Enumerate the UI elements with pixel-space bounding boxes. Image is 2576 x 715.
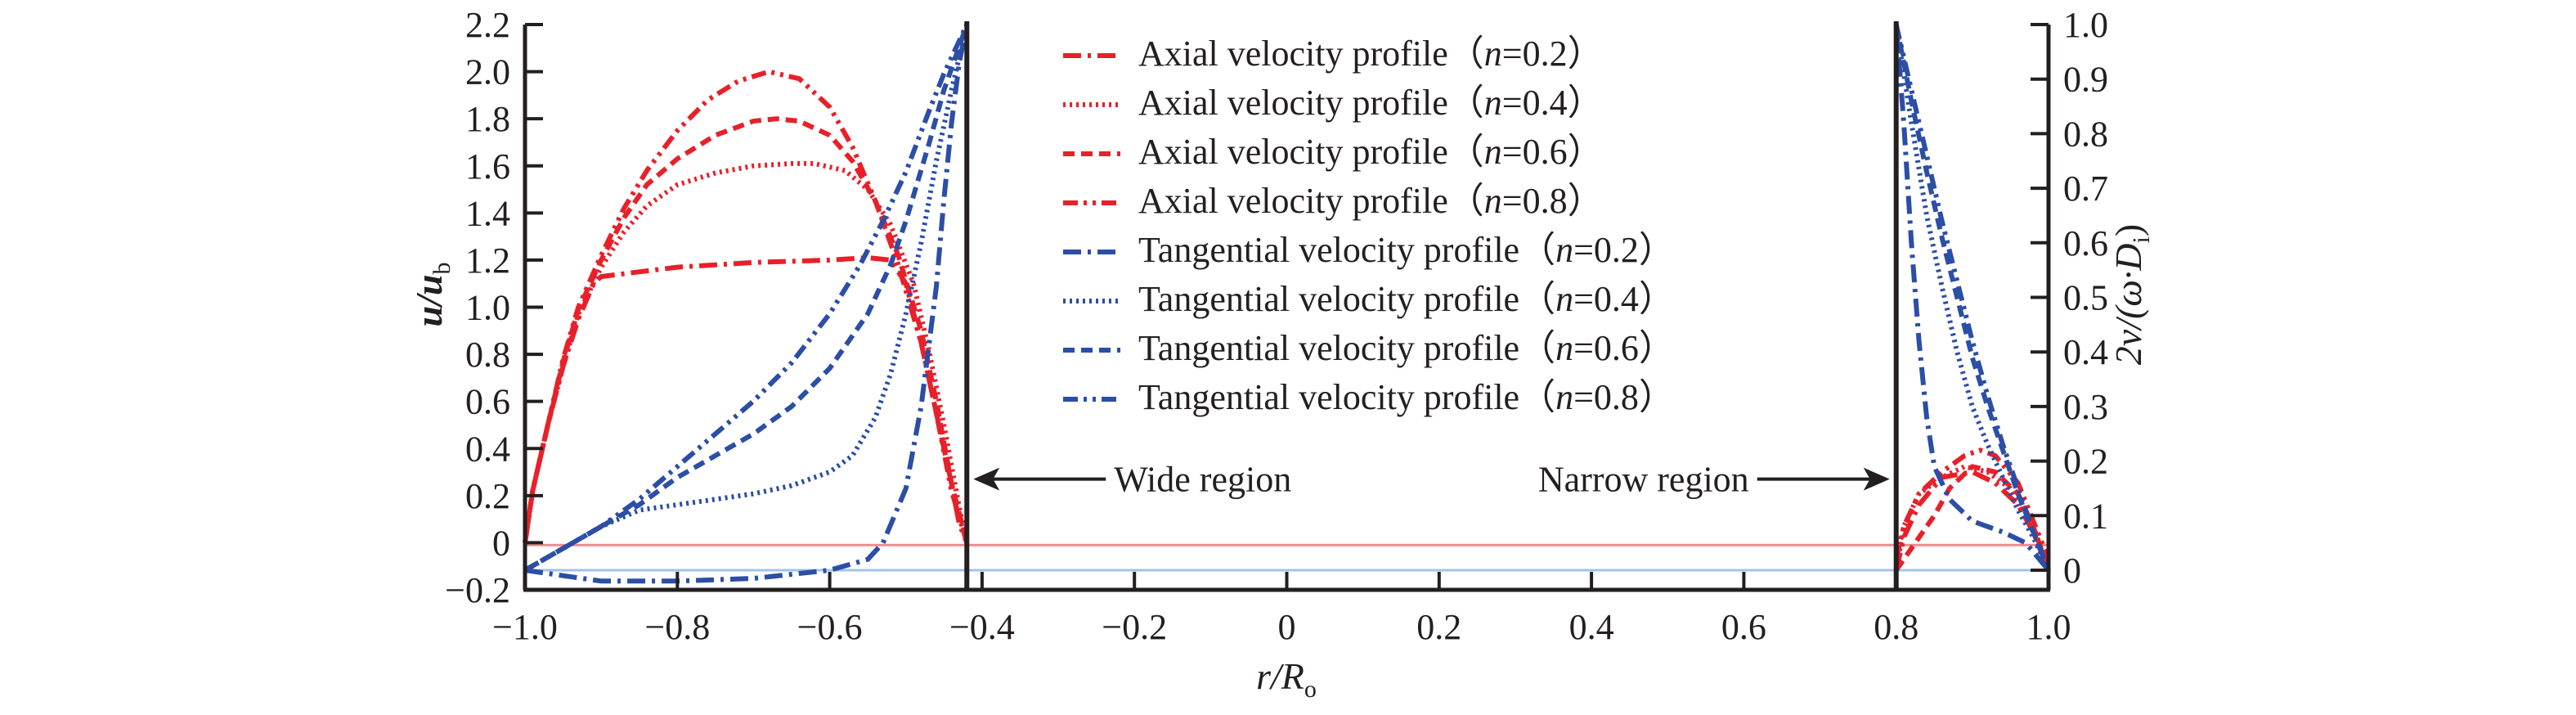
y-left-tick-label: 1.8 [465, 99, 510, 139]
annotation-2: Narrow region [1538, 460, 1890, 500]
legend-item-axial-0.6: Axial velocity profile（n=0.6） [1063, 132, 1604, 172]
series-line-wide-7 [523, 24, 970, 573]
series-axial-dotted [523, 160, 2051, 571]
series-tangential-dash-dot-dot [523, 23, 2051, 573]
y-right-tick-label: 0.3 [2063, 387, 2108, 427]
legend-item-axial-0.2: Axial velocity profile（n=0.2） [1063, 34, 1604, 74]
legend-label: Tangential velocity profile（n=0.2） [1138, 230, 1675, 270]
y-left-tick-label: 0.2 [465, 476, 510, 516]
y-right-tick-label: 0.8 [2063, 114, 2108, 154]
series-line-wide-5 [524, 24, 970, 584]
y-right-tick-label: 0 [2063, 551, 2081, 591]
legend-label: Axial velocity profile（n=0.6） [1138, 132, 1604, 172]
y-right-tick-label: 1.0 [2063, 5, 2108, 45]
x-tick-label: −0.8 [644, 607, 710, 647]
x-tick-label: 0.4 [1569, 607, 1614, 647]
series-line-wide-8 [523, 23, 970, 573]
series-line-narrow-7 [1893, 24, 2051, 572]
y-right-tick-label: 0.2 [2063, 442, 2108, 482]
legend-label: Axial velocity profile（n=0.2） [1138, 34, 1604, 74]
x-tick-label: −0.6 [797, 607, 863, 647]
legend-item-tangential-0.6: Tangential velocity profile（n=0.6） [1063, 328, 1675, 368]
y-right-tick-label: 0.5 [2063, 278, 2108, 318]
series-line-narrow-1 [1893, 469, 2051, 572]
y-right-tick-label: 0.6 [2063, 223, 2108, 263]
x-tick-label: −0.4 [949, 607, 1015, 647]
x-tick-label: 0.2 [1416, 607, 1461, 647]
annotations-layer: Wide region Narrow region [973, 460, 1890, 500]
arrow-right-icon [1863, 467, 1890, 491]
x-tick-label: 0.6 [1721, 607, 1766, 647]
y-right-tick-label: 0.1 [2063, 496, 2108, 536]
series-tangential-dashed [523, 24, 2051, 573]
y-left-tick-label: 0 [492, 523, 510, 563]
y-right-tick-label: 0.9 [2063, 60, 2108, 100]
legend-item-tangential-0.4: Tangential velocity profile（n=0.4） [1063, 279, 1675, 319]
y-axis-right-title: 2v/(ω·Di) [2107, 224, 2155, 365]
annotation-label: Wide region [1114, 460, 1291, 500]
legend-label: Tangential velocity profile（n=0.6） [1138, 328, 1675, 368]
legend-item-axial-0.8: Axial velocity profile（n=0.8） [1063, 181, 1604, 221]
y-left-tick-label: 1.2 [465, 241, 510, 281]
series-line-narrow-5 [1893, 24, 2051, 572]
series-line-wide-4 [523, 69, 970, 544]
x-tick-label: 0.8 [1874, 607, 1919, 647]
y-left-tick-label: 0.4 [465, 429, 510, 469]
x-tick-label: −1.0 [492, 607, 558, 647]
arrow-left-icon [973, 467, 1000, 491]
x-tick-label: −0.2 [1102, 607, 1167, 647]
legend-item-tangential-0.2: Tangential velocity profile（n=0.2） [1063, 230, 1675, 270]
annotation-label: Narrow region [1538, 460, 1749, 500]
series-line-wide-2 [523, 160, 970, 544]
y-right-tick-label: 0.4 [2063, 332, 2108, 372]
x-axis-title: r/Ro [1256, 655, 1317, 703]
series-line-narrow-6 [1893, 24, 2051, 572]
y-left-tick-label: 2.0 [465, 52, 510, 92]
legend: Axial velocity profile（n=0.2） Axial veloc… [1063, 34, 1675, 417]
legend-label: Axial velocity profile（n=0.4） [1138, 83, 1604, 123]
y-left-tick-label: 0.8 [465, 335, 510, 375]
series-line-narrow-8 [1893, 24, 2051, 572]
annotation-1: Wide region [973, 460, 1291, 500]
x-tick-label: 1.0 [2026, 607, 2071, 647]
series-line-wide-6 [523, 24, 970, 573]
legend-item-tangential-0.8: Tangential velocity profile（n=0.8） [1063, 377, 1675, 417]
y-axis-left-title: u/ub [408, 263, 456, 327]
ticks-layer: −1.0 −0.8 −0.6 −0.4 −0.2 0 0.2 0.4 0.6 0.8 1.0 −0.2… [445, 5, 2108, 647]
y-left-tick-label: 1.6 [465, 146, 510, 187]
y-left-tick-label: 0.6 [465, 382, 510, 422]
legend-label: Tangential velocity profile（n=0.8） [1138, 377, 1675, 417]
x-tick-label: 0 [1278, 607, 1296, 647]
reference-lines [525, 543, 2049, 572]
legend-item-axial-0.4: Axial velocity profile（n=0.4） [1063, 83, 1604, 123]
y-left-tick-label: 2.2 [465, 5, 510, 45]
series-tangential-dash-dot [524, 24, 2051, 584]
y-left-tick-label: 1.4 [465, 193, 510, 233]
legend-label: Axial velocity profile（n=0.8） [1138, 181, 1604, 221]
y-left-tick-label: 1.0 [465, 288, 510, 328]
legend-label: Tangential velocity profile（n=0.4） [1138, 279, 1675, 319]
series-axial-dash-dot-dot [523, 69, 2051, 560]
y-left-tick-label: −0.2 [445, 570, 510, 610]
y-right-tick-label: 0.7 [2063, 169, 2108, 209]
series-line-narrow-4 [1893, 447, 2051, 560]
series-layer [523, 23, 2051, 584]
